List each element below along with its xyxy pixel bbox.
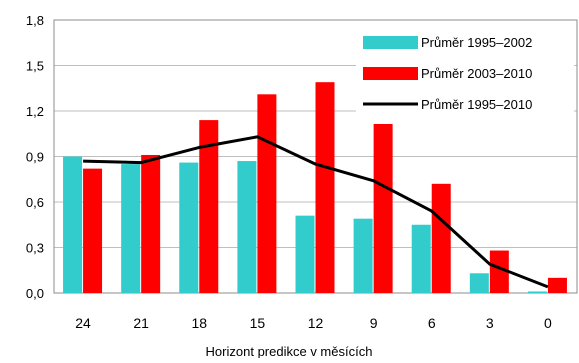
x-tick-label: 9 bbox=[370, 315, 378, 331]
x-tick-label: 6 bbox=[428, 315, 436, 331]
y-tick-label: 1,8 bbox=[26, 13, 44, 28]
bar-series1 bbox=[237, 161, 257, 293]
x-tick-label: 18 bbox=[191, 315, 207, 331]
bar-series2 bbox=[199, 120, 219, 293]
legend-label: Průměr 2003–2010 bbox=[421, 66, 532, 81]
y-tick-label: 0,0 bbox=[26, 286, 44, 301]
bar-series1 bbox=[353, 218, 373, 293]
bar-series1 bbox=[295, 215, 315, 293]
bar-series2 bbox=[373, 123, 393, 293]
bar-series1 bbox=[179, 162, 199, 293]
legend-swatch bbox=[363, 67, 418, 80]
bar-series1 bbox=[527, 291, 547, 293]
bar-series2 bbox=[489, 250, 509, 293]
line-series3 bbox=[83, 135, 549, 289]
x-tick-label: 21 bbox=[133, 315, 149, 331]
bar-series2 bbox=[83, 168, 103, 293]
x-tick-label: 24 bbox=[75, 315, 91, 331]
bar-series2 bbox=[257, 94, 277, 293]
bar-series2 bbox=[141, 154, 161, 293]
y-tick-label: 1,2 bbox=[26, 104, 44, 119]
x-axis-label: Horizont predikce v měsících bbox=[206, 344, 373, 358]
y-tick-label: 0,6 bbox=[26, 195, 44, 210]
y-tick-label: 0,9 bbox=[26, 150, 44, 165]
y-tick-label: 1,5 bbox=[26, 59, 44, 74]
x-tick-label: 15 bbox=[250, 315, 266, 331]
legend-swatch bbox=[363, 36, 418, 49]
bar-series2 bbox=[315, 82, 335, 293]
bar-series2 bbox=[547, 277, 567, 293]
bar-series1 bbox=[63, 156, 83, 293]
x-tick-label: 0 bbox=[544, 315, 552, 331]
x-tick-label: 12 bbox=[308, 315, 324, 331]
bar-series2 bbox=[431, 183, 451, 293]
bar-series1 bbox=[121, 164, 141, 293]
x-tick-label: 3 bbox=[486, 315, 494, 331]
legend-label: Průměr 1995–2010 bbox=[421, 97, 532, 112]
bar-series1 bbox=[411, 224, 431, 293]
y-tick-label: 0,3 bbox=[26, 241, 44, 256]
bar-series1 bbox=[469, 273, 489, 293]
legend-label: Průměr 1995–2002 bbox=[421, 35, 532, 50]
